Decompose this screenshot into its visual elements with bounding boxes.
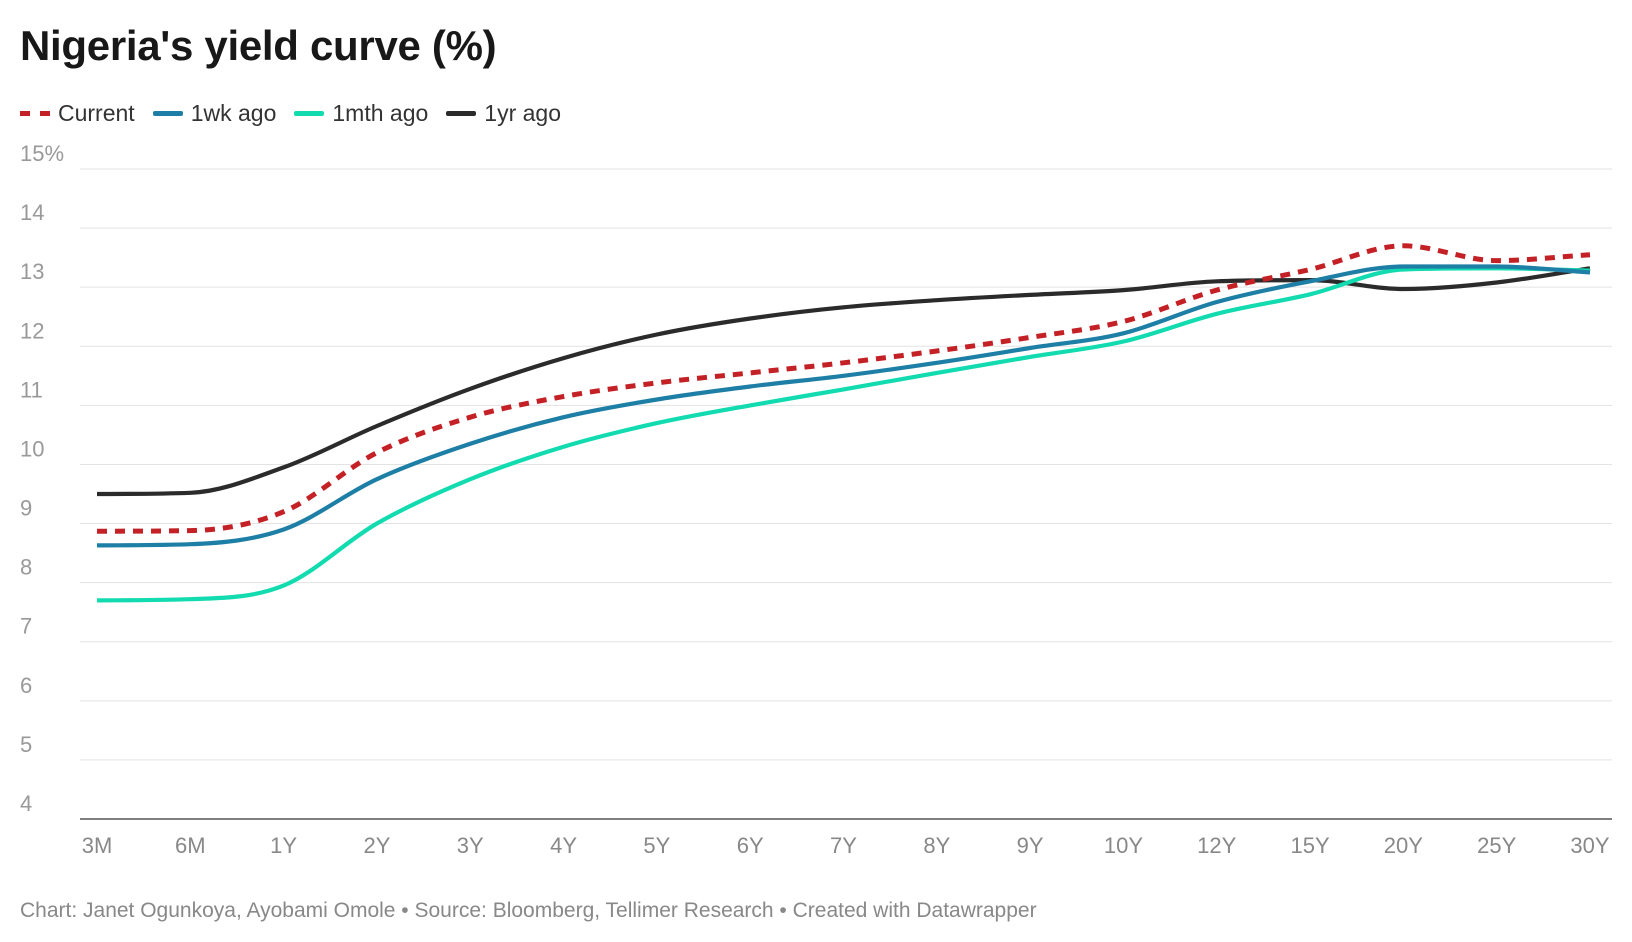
series-line-current [96,243,1591,534]
x-tick-label: 5Y [643,833,670,858]
x-axis-tick-labels: 3M 6M 1Y 2Y 3Y 4Y 5Y 6Y 7Y 8Y 9Y 10Y 12Y 15Y 20Y 25Y 30Y [82,833,1610,858]
x-tick-label: 1Y [270,833,297,858]
legend-label-1mth-ago: 1mth ago [332,99,429,126]
x-tick-label: 20Y [1384,833,1423,858]
legend-item-1yr-ago: 1yr ago [446,100,561,127]
x-tick-label: 30Y [1570,833,1609,858]
series-line-1yr-ago [96,266,1591,497]
y-tick-label: 13 [20,259,44,284]
x-tick-label: 15Y [1290,833,1329,858]
x-tick-label: 10Y [1104,833,1143,858]
legend-item-1wk-ago: 1wk ago [152,99,277,127]
source-credit: Chart: Janet Ogunkoya, Ayobami Omole • S… [20,899,1037,922]
legend-swatch-current [20,110,50,116]
x-tick-label: 4Y [550,833,577,858]
y-tick-label: 12 [20,318,44,343]
legend-swatch-1wk-ago [152,110,183,116]
chart-legend: Current 1wk ago 1mth ago 1yr ago [20,98,561,128]
series-line-1mth-ago [96,266,1591,603]
x-tick-label: 2Y [363,833,390,858]
y-tick-label: 14 [20,200,44,225]
legend-label-current: Current [58,99,135,126]
series-line-1wk-ago [96,264,1591,548]
y-axis-tick-labels: 15% 14 13 12 11 10 9 8 7 6 5 4 [20,141,64,816]
x-tick-label: 25Y [1477,833,1516,858]
legend-label-1wk-ago: 1wk ago [190,99,277,126]
x-tick-label: 7Y [830,833,857,858]
x-tick-label: 3M [82,833,113,858]
legend-label-1yr-ago: 1yr ago [484,99,561,126]
y-tick-label: 4 [20,791,32,816]
legend-swatch-1yr-ago [446,110,477,116]
y-tick-label: 10 [20,436,44,461]
legend-swatch-1mth-ago [294,110,325,116]
x-tick-label: 3Y [457,833,484,858]
x-tick-label: 12Y [1197,833,1236,858]
series-lines [96,243,1591,603]
x-tick-label: 6M [175,833,206,858]
legend-item-current: Current [20,100,135,127]
y-tick-label: 5 [20,732,32,757]
y-tick-label: 9 [20,496,32,521]
x-tick-label: 6Y [737,833,764,858]
y-tick-label: 11 [20,377,43,402]
x-tick-label: 8Y [923,833,950,858]
y-tick-label: 7 [20,614,32,639]
y-tick-label: 15% [20,141,64,166]
x-tick-label: 9Y [1017,833,1044,858]
chart-title: Nigeria's yield curve (%) [20,22,497,69]
legend-item-1mth-ago: 1mth ago [294,100,428,127]
grid-lines [80,168,1612,820]
y-tick-label: 8 [20,555,32,580]
y-tick-label: 6 [20,673,32,698]
